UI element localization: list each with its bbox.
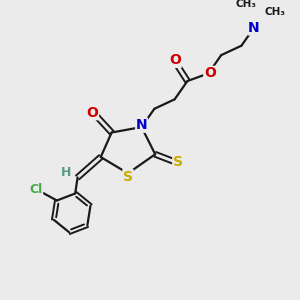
Text: Cl: Cl [29,183,43,196]
Text: O: O [204,66,216,80]
Text: O: O [87,106,98,120]
Text: CH₃: CH₃ [265,7,286,17]
Text: N: N [248,21,260,35]
Text: O: O [169,53,181,68]
Text: S: S [123,169,133,184]
Text: S: S [173,155,183,170]
Text: CH₃: CH₃ [235,0,256,9]
Text: N: N [136,118,147,132]
Text: H: H [61,166,71,179]
